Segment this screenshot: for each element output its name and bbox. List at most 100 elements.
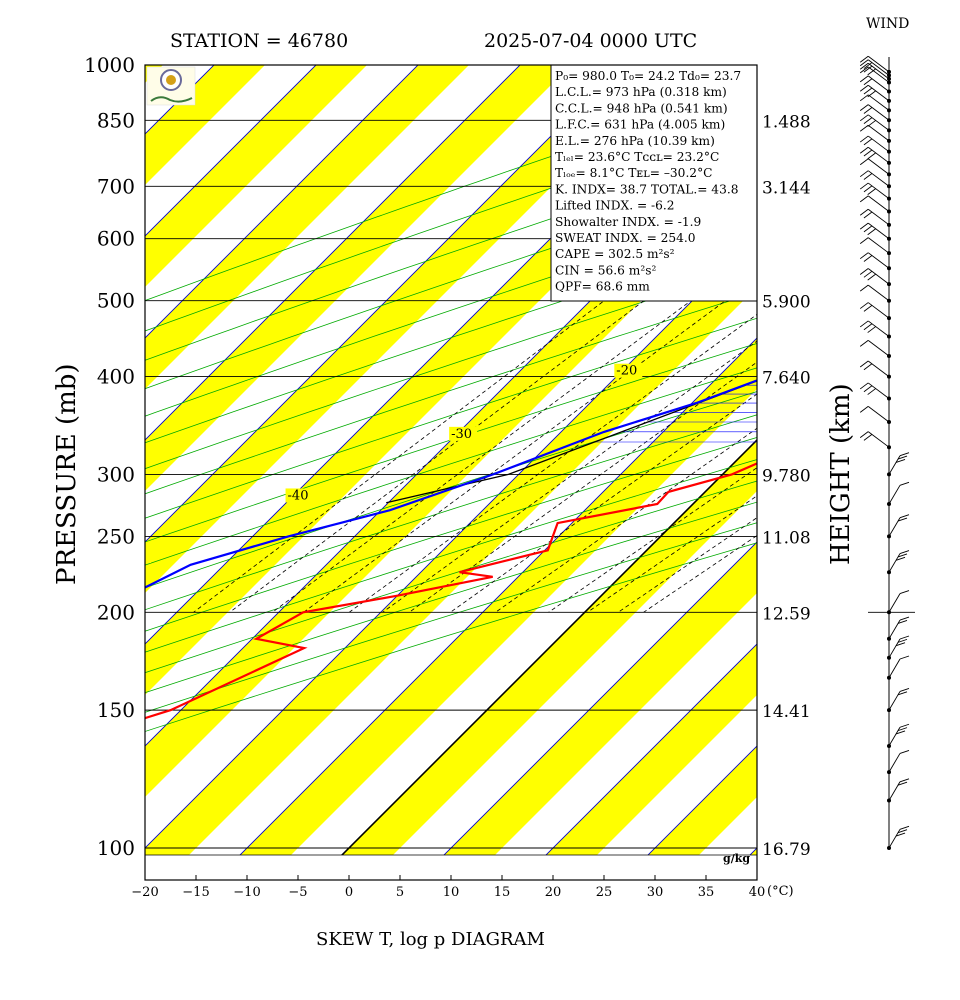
wind-barb-staff xyxy=(888,593,901,613)
wind-barb-feather xyxy=(859,320,869,328)
x-tick-label: −20 xyxy=(131,885,158,900)
isotherm-band xyxy=(925,48,960,883)
wind-barb-feather xyxy=(897,829,908,834)
wind-barb-feather xyxy=(899,723,910,728)
wind-barb-staff xyxy=(867,340,890,357)
x-tick-label: 0 xyxy=(345,885,353,900)
wind-barb-feather xyxy=(867,188,876,196)
wind-barb-feather xyxy=(863,211,873,219)
dry-adiabat xyxy=(145,119,757,332)
pressure-tick-label: 100 xyxy=(97,836,135,860)
wind-barb-staff xyxy=(867,62,890,80)
wind-barb-feather xyxy=(899,590,910,595)
wind-barb-feather xyxy=(859,135,869,143)
dry-adiabat xyxy=(145,150,757,361)
wind-barb-feather xyxy=(859,222,869,230)
wind-barb-feather xyxy=(897,455,908,460)
wind-barb-feather xyxy=(859,431,869,438)
index-line: K. INDX= 38.7 TOTAL.= 43.8 xyxy=(555,182,738,196)
diagram-title: SKEW T, log p DIAGRAM xyxy=(316,929,545,950)
isotherm-label-bg xyxy=(285,488,314,503)
wind-barb-feather xyxy=(863,304,873,312)
wind-barb-feather xyxy=(863,270,873,278)
wind-barb-staff xyxy=(867,84,890,102)
index-line: L.C.L.= 973 hPa (0.318 km) xyxy=(555,85,727,99)
x-tick-label: 30 xyxy=(647,885,664,900)
isotherm-band xyxy=(145,65,571,491)
height-tick-label: 1.488 xyxy=(762,112,811,132)
wind-barb-feather xyxy=(863,65,873,73)
wind-barb-feather xyxy=(863,255,873,262)
wind-barb-feather xyxy=(859,62,869,70)
wind-barb-feather xyxy=(859,158,869,166)
isotherm-label-bg xyxy=(449,426,478,441)
wind-barb-feather xyxy=(863,185,873,193)
wind-barb-feather xyxy=(899,778,910,783)
wind-barb-feather xyxy=(899,550,910,554)
height-tick-label: 16.79 xyxy=(762,840,811,860)
wind-barb-staff xyxy=(867,237,890,254)
x-tick-label: 25 xyxy=(596,885,613,900)
wind-barb-feather xyxy=(899,825,910,830)
wind-barb-staff xyxy=(867,208,890,226)
wind-barb-feather xyxy=(899,616,910,621)
index-line: CAPE = 302.5 m²s² xyxy=(555,247,675,261)
station-label: STATION = 46780 xyxy=(170,30,348,52)
wind-barb-feather xyxy=(867,388,876,395)
wind-barb-staff xyxy=(888,485,901,505)
wind-barb-feather xyxy=(895,642,906,647)
wind-barb-feather xyxy=(859,146,869,154)
wind-barb-staff xyxy=(888,658,901,678)
wind-barb-feather xyxy=(859,182,869,190)
y-axis-label-right: HEIGHT (km) xyxy=(826,383,856,565)
x-unit-label: (°C) xyxy=(767,884,794,899)
isotherm-band xyxy=(145,65,469,389)
index-line: C.C.L.= 948 hPa (0.541 km) xyxy=(555,101,728,115)
isotherm-label: 0 xyxy=(940,244,948,259)
wind-barb-feather xyxy=(859,237,869,244)
wind-barb-feather xyxy=(863,117,873,124)
wind-barb-feather xyxy=(897,620,908,624)
isotherm-label: -40 xyxy=(288,488,309,503)
mixing-ratio-line xyxy=(495,427,757,613)
wind-barb-staff xyxy=(867,75,890,92)
wind-barb-feather xyxy=(859,252,869,260)
wind-barb-feather xyxy=(897,781,908,786)
wind-barb-staff xyxy=(867,170,890,187)
x-tick-label: 40 xyxy=(749,885,766,900)
wind-barb-feather xyxy=(859,195,869,203)
wind-barb-staff xyxy=(867,302,890,319)
x-tick-label: 10 xyxy=(443,885,460,900)
mixing-ratio-line xyxy=(382,340,757,613)
wind-barb-feather xyxy=(859,124,869,132)
wind-barb-feather xyxy=(859,104,869,112)
wind-barb-feather xyxy=(867,326,876,333)
wind-title: WIND xyxy=(866,16,909,32)
wind-barb-staff xyxy=(867,320,890,337)
height-tick-label: 12.59 xyxy=(762,604,811,624)
wind-barb-feather xyxy=(897,553,908,558)
isotherm-line xyxy=(145,65,317,237)
wind-barb-feather xyxy=(859,170,869,178)
wind-barb-staff xyxy=(867,158,890,175)
index-line: E.L.= 276 hPa (10.39 km) xyxy=(555,134,715,148)
pressure-tick-label: 300 xyxy=(97,462,135,486)
wind-barb-feather xyxy=(863,363,873,371)
mixing-ratio-line xyxy=(272,250,757,613)
wind-barb-feather xyxy=(863,78,873,86)
height-tick-label: 5.900 xyxy=(762,293,811,313)
zero-isotherm xyxy=(340,438,757,855)
wind-barb-feather xyxy=(863,87,873,95)
index-line: L.F.C.= 631 hPa (4.005 km) xyxy=(555,118,725,132)
dry-adiabat xyxy=(145,180,757,390)
wind-barb-staff xyxy=(867,382,890,399)
wind-barb-staff xyxy=(867,94,890,111)
isotherm-band xyxy=(145,65,673,593)
pressure-tick-label: 250 xyxy=(97,524,135,548)
wind-barb-staff xyxy=(867,124,890,142)
index-line: P₀= 980.0 T₀= 24.2 Td₀= 23.7 xyxy=(555,69,741,83)
wind-barb-feather xyxy=(859,208,869,216)
wind-barb-feather xyxy=(899,452,910,457)
wind-barb-feather xyxy=(859,406,869,413)
